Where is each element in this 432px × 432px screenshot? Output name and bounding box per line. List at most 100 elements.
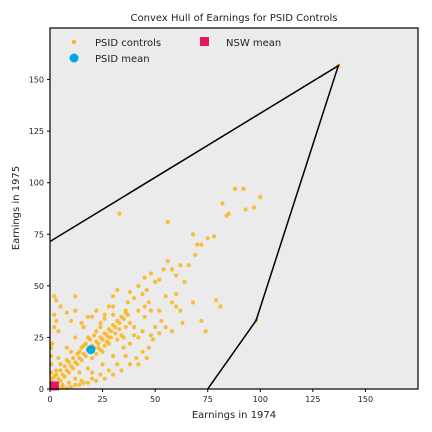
psid-control-point <box>157 331 162 336</box>
psid-control-point <box>243 207 248 212</box>
psid-control-point <box>106 368 111 373</box>
psid-control-point <box>77 382 82 387</box>
psid-control-point <box>182 279 187 284</box>
psid-control-point <box>157 277 162 282</box>
psid-control-point <box>190 300 196 305</box>
psid-control-point <box>58 304 63 309</box>
psid-control-point <box>232 186 238 192</box>
psid-control-point <box>92 333 97 338</box>
psid-control-point <box>102 376 107 381</box>
psid-control-point <box>108 329 114 334</box>
psid-control-point <box>58 362 63 367</box>
psid-control-point <box>146 345 151 350</box>
psid-control-point <box>110 294 116 299</box>
psid-control-point <box>169 329 175 334</box>
psid-control-point <box>75 351 80 357</box>
psid-control-point <box>58 368 63 373</box>
psid-control-point <box>68 384 74 390</box>
psid-control-point <box>73 294 78 299</box>
psid-control-point <box>117 320 122 326</box>
psid-control-point <box>199 318 204 324</box>
psid-control-point <box>132 325 137 330</box>
psid-control-point <box>110 304 116 309</box>
psid-control-point <box>123 325 128 330</box>
psid-control-point <box>134 355 139 361</box>
psid-control-point <box>73 335 78 340</box>
psid-control-point <box>163 294 168 299</box>
psid-control-point <box>127 362 133 367</box>
y-tick-label: 0 <box>39 385 44 394</box>
psid-control-point <box>56 355 61 361</box>
psid-control-point <box>153 279 158 284</box>
psid-control-point <box>102 343 107 348</box>
psid-control-point <box>108 335 114 340</box>
legend: PSID controls NSW mean PSID mean <box>69 37 281 65</box>
psid-control-point <box>68 349 74 354</box>
legend-marker-nsw-mean <box>200 37 209 46</box>
psid-control-point <box>157 308 162 313</box>
psid-control-point <box>153 325 158 330</box>
psid-control-point <box>148 308 154 313</box>
psid-control-point <box>94 308 99 313</box>
psid-control-point <box>174 304 179 309</box>
convex-hull-line <box>49 64 340 390</box>
psid-control-point <box>96 345 101 350</box>
psid-control-point <box>83 353 88 359</box>
psid-control-point <box>98 325 103 330</box>
plot-area <box>50 28 418 389</box>
psid-mean-marker <box>86 345 96 355</box>
x-tick-label: 25 <box>97 395 107 404</box>
psid-control-point <box>150 337 156 342</box>
means-markers <box>49 345 96 391</box>
psid-control-point <box>56 329 61 334</box>
psid-control-point <box>117 327 122 332</box>
legend-label-psid-controls: PSID controls <box>95 38 161 49</box>
psid-control-point <box>89 314 95 319</box>
psid-control-point <box>54 298 59 303</box>
psid-control-point <box>159 318 164 324</box>
psid-control-point <box>66 370 72 375</box>
psid-control-point <box>136 335 141 340</box>
psid-control-point <box>89 370 95 375</box>
psid-control-point <box>100 362 105 367</box>
psid-control-point <box>79 358 84 363</box>
psid-control-point <box>110 312 116 317</box>
psid-control-point <box>113 331 118 336</box>
psid-control-point <box>81 325 86 330</box>
psid-control-point <box>178 263 183 268</box>
psid-control-point <box>226 211 231 216</box>
psid-control-point <box>98 372 103 377</box>
psid-control-point <box>125 312 130 317</box>
psid-control-point <box>104 339 109 344</box>
psid-control-point <box>71 355 76 361</box>
psid-control-point <box>140 329 145 334</box>
psid-control-point <box>258 195 263 200</box>
psid-control-point <box>165 259 170 264</box>
x-tick-label: 150 <box>358 395 373 404</box>
psid-control-point <box>113 325 118 330</box>
psid-control-point <box>136 283 141 288</box>
psid-control-point <box>85 380 90 385</box>
psid-control-point <box>102 312 107 317</box>
psid-control-point <box>174 292 179 297</box>
legend-marker-psid-mean <box>69 53 79 63</box>
psid-control-point <box>102 316 107 321</box>
psid-control-point <box>54 318 59 324</box>
psid-control-point <box>60 384 65 390</box>
psid-control-point <box>161 267 166 272</box>
psid-control-point <box>218 304 223 309</box>
psid-control-point <box>180 320 185 326</box>
psid-control-point <box>211 234 217 239</box>
psid-control-point <box>121 345 126 350</box>
psid-control-point <box>142 314 147 319</box>
psid-control-point <box>144 355 149 361</box>
psid-control-point <box>186 263 191 268</box>
nsw-mean-marker <box>49 381 59 391</box>
psid-control-point <box>62 364 67 369</box>
psid-control-point <box>94 351 99 357</box>
psid-control-point <box>123 353 128 359</box>
psid-control-point <box>199 242 204 247</box>
psid-control-point <box>52 312 57 317</box>
psid-control-point <box>241 186 246 192</box>
x-axis-label: Earnings in 1974 <box>192 410 276 421</box>
